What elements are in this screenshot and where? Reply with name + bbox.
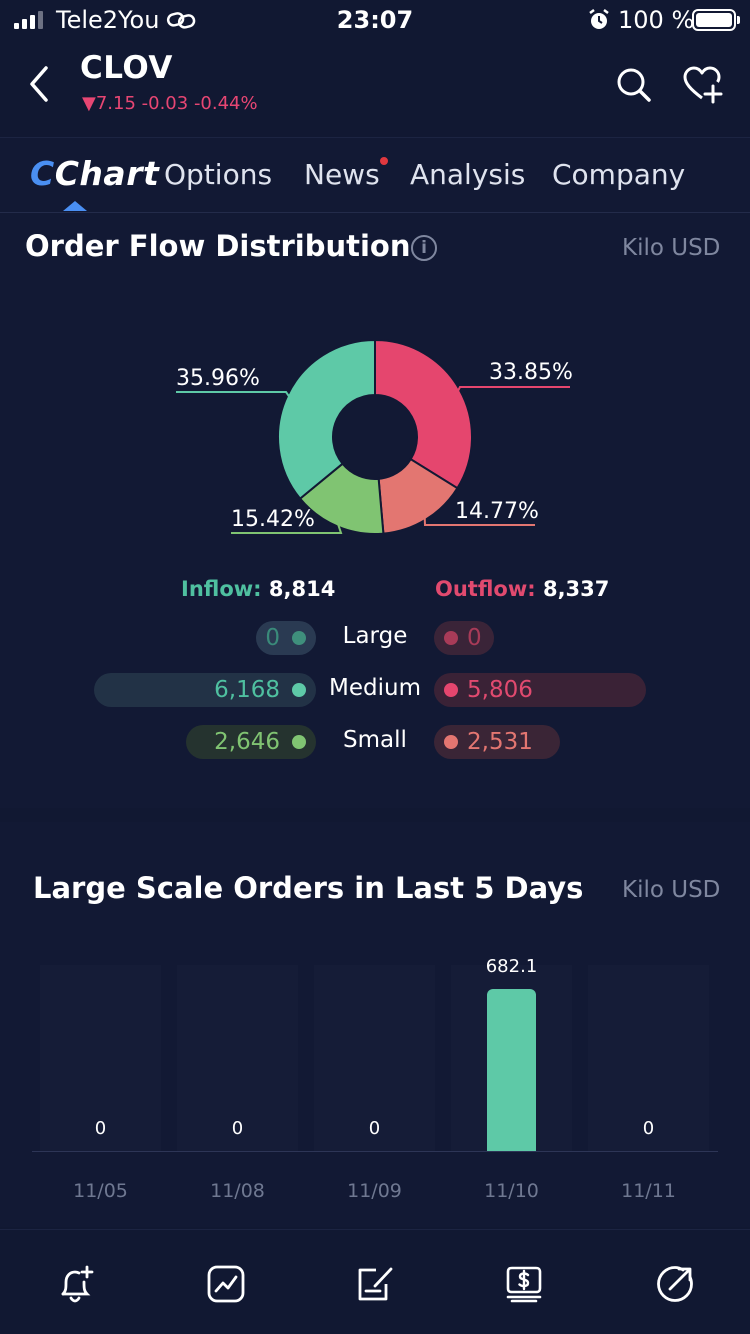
tab-chart-label: Chart <box>54 154 160 193</box>
inflow-summary: Inflow: 8,814 <box>181 577 335 601</box>
edit-note-icon[interactable] <box>356 1264 396 1304</box>
order-size-label: Large <box>342 623 408 649</box>
bar-column-background <box>177 965 298 1151</box>
outflow-pill: 5,806 <box>434 673 647 707</box>
donut-slice-label: 33.85% <box>489 360 573 385</box>
donut-slice <box>374 338 473 490</box>
bar-value-label: 0 <box>642 1118 655 1139</box>
alarm-icon <box>589 9 609 29</box>
inflow-dot <box>291 735 306 749</box>
order-flow-donut-chart <box>176 338 570 535</box>
outflow-dot <box>444 631 458 645</box>
trend-icon[interactable] <box>206 1264 246 1304</box>
outflow-amount: 2,531 <box>467 729 533 755</box>
battery-icon <box>692 9 736 31</box>
bar-value-label: 682.1 <box>485 956 538 977</box>
inflow-amount: 2,646 <box>214 729 280 755</box>
battery-percentage: 100 % <box>618 6 695 34</box>
outflow-pill: 2,531 <box>434 725 561 759</box>
favorite-add-icon[interactable] <box>682 64 724 106</box>
donut-slice-label: 14.77% <box>455 499 539 524</box>
inflow-pill: 2,646 <box>186 725 316 759</box>
bar-column-background <box>314 965 435 1151</box>
outflow-summary: Outflow: 8,337 <box>435 577 609 601</box>
outflow-label: Outflow: <box>435 577 536 601</box>
bar-chart-baseline <box>32 1151 718 1152</box>
outflow-dot <box>444 683 458 697</box>
outflow-dot <box>444 735 458 749</box>
news-notification-dot <box>380 157 388 165</box>
outflow-pill: 0 <box>434 621 494 655</box>
large-orders-title: Large Scale Orders in Last 5 Days <box>33 871 584 905</box>
inflow-dot <box>292 683 306 697</box>
bar-date-label: 11/09 <box>347 1180 402 1202</box>
donut-leader-line <box>231 524 343 534</box>
outflow-amount: 5,806 <box>467 677 533 703</box>
donut-slice-label: 35.96% <box>176 366 260 391</box>
bar-column-background <box>588 965 709 1151</box>
order-flow-title: Order Flow Distribution <box>25 229 411 263</box>
bar[interactable] <box>487 989 536 1151</box>
donut-leader-line <box>176 391 290 398</box>
donut-leader-line <box>457 386 570 392</box>
bar-date-label: 11/08 <box>210 1180 265 1202</box>
order-flow-unit: Kilo USD <box>622 235 721 261</box>
active-tab-indicator <box>63 201 87 211</box>
donut-slice <box>277 338 376 501</box>
inflow-label: Inflow: <box>181 577 262 601</box>
share-icon[interactable] <box>655 1264 695 1304</box>
tab-bar <box>0 137 750 213</box>
inflow-amount: 6,168 <box>214 677 280 703</box>
search-icon[interactable] <box>614 65 654 105</box>
price-quote: ▼7.15 -0.03 -0.44% <box>82 93 258 114</box>
bottom-toolbar <box>0 1229 750 1334</box>
tab-company[interactable]: Company <box>552 158 686 191</box>
ticker-symbol: CLOV <box>80 50 173 86</box>
inflow-amount: 0 <box>265 625 280 651</box>
donut-leader-line <box>423 517 535 526</box>
status-bar: Tele2You 23:07 100 % <box>0 0 750 42</box>
dollar-stack-icon[interactable] <box>504 1264 544 1304</box>
inflow-dot <box>292 631 306 645</box>
tab-options[interactable]: Options <box>164 158 273 191</box>
bar-value-label: 0 <box>231 1118 244 1139</box>
back-icon[interactable] <box>24 62 54 106</box>
large-orders-unit: Kilo USD <box>622 877 721 903</box>
order-size-label: Small <box>343 727 407 753</box>
link-icon <box>166 12 196 29</box>
clock: 23:07 <box>336 6 414 34</box>
bell-plus-icon[interactable] <box>56 1264 96 1304</box>
inflow-pill: 0 <box>256 621 316 655</box>
info-icon[interactable]: i <box>411 235 437 261</box>
bar-date-label: 11/05 <box>73 1180 128 1202</box>
bar-value-label: 0 <box>368 1118 381 1139</box>
outflow-amount: 0 <box>467 625 482 651</box>
bar-value-label: 0 <box>94 1118 107 1139</box>
bar-date-label: 11/11 <box>621 1180 676 1202</box>
inflow-value: 8,814 <box>268 577 336 601</box>
signal-icon <box>14 11 48 29</box>
inflow-pill: 6,168 <box>94 673 316 707</box>
order-size-label: Medium <box>329 675 421 701</box>
tab-news[interactable]: News <box>304 158 380 191</box>
tab-analysis[interactable]: Analysis <box>410 158 526 191</box>
bar-date-label: 11/10 <box>484 1180 539 1202</box>
donut-slice-label: 15.42% <box>231 507 315 532</box>
bar-column-background <box>40 965 161 1151</box>
tab-chart[interactable]: CChart <box>30 154 160 193</box>
carrier-name: Tele2You <box>56 6 160 34</box>
outflow-value: 8,337 <box>542 577 610 601</box>
battery-cap <box>737 16 740 24</box>
